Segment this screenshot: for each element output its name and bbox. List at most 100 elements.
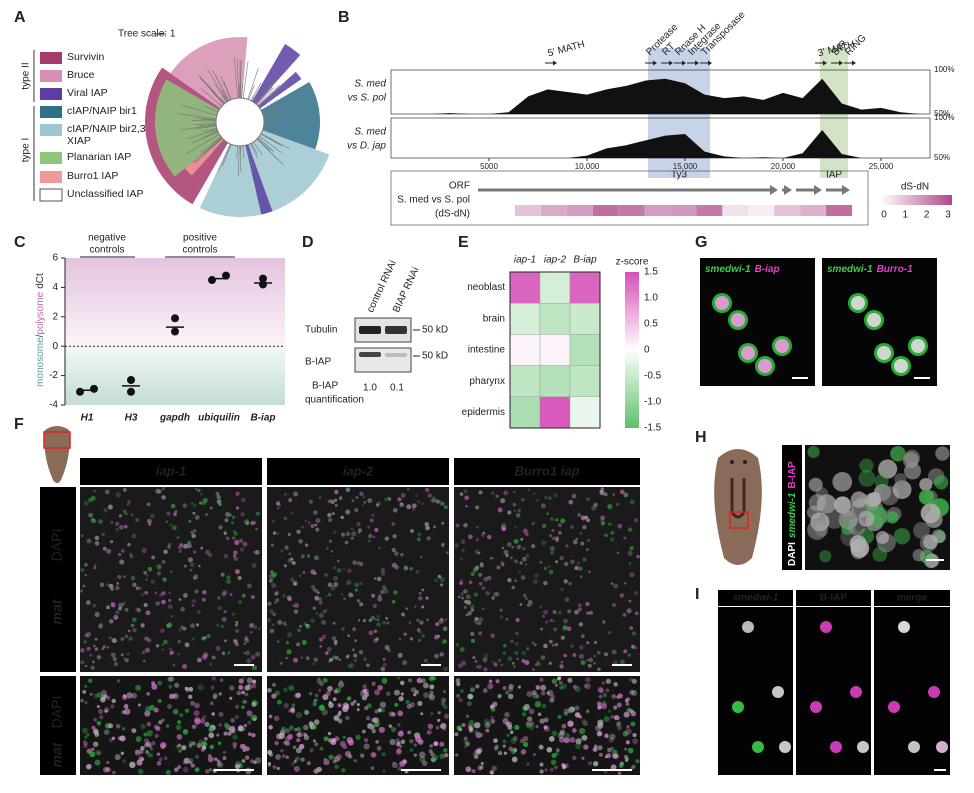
cell: [560, 660, 564, 664]
cell: [395, 742, 401, 747]
cell: [287, 533, 291, 536]
cell: [563, 618, 568, 624]
cell: [194, 487, 198, 491]
cell: [437, 634, 441, 638]
lane-label: BIAP RNAi: [391, 266, 422, 315]
cell: [442, 690, 447, 694]
cell: [149, 747, 154, 751]
cell: [439, 652, 444, 657]
cell: [742, 621, 754, 633]
panel-letter: D: [302, 234, 314, 251]
cell: [293, 582, 297, 586]
cell: [551, 753, 557, 759]
cell: [251, 702, 257, 707]
tree-branch: [217, 142, 228, 159]
cell: [825, 510, 844, 529]
cell: [275, 598, 280, 603]
cell: [86, 600, 91, 605]
cell: [388, 724, 392, 728]
cell: [216, 733, 220, 737]
cell: [158, 757, 163, 762]
cell: [140, 623, 145, 627]
cell: [258, 627, 261, 631]
cell: [254, 550, 260, 555]
ds-dn-cell: [515, 205, 541, 216]
cell: [96, 704, 100, 709]
cell: [351, 531, 357, 537]
stain-label: B-iap: [755, 264, 780, 275]
cell: [630, 710, 637, 717]
tree-branch: [204, 100, 220, 110]
cell: [558, 531, 562, 535]
cell: [232, 734, 238, 740]
cell: [220, 572, 225, 577]
cell: [417, 500, 421, 504]
cell: [455, 753, 459, 757]
cell: [178, 628, 182, 632]
cell: [105, 767, 111, 772]
cell: [511, 756, 518, 763]
cell: [280, 749, 284, 753]
cell: [136, 608, 142, 613]
tree-branch: [200, 87, 222, 107]
cell: [537, 712, 542, 717]
cell: [491, 596, 495, 600]
cell: [476, 525, 479, 529]
y-label-part: /: [35, 334, 46, 337]
cell: [314, 742, 319, 747]
cell: [184, 642, 190, 648]
cell: [596, 730, 603, 737]
cell: [858, 510, 875, 527]
legend-swatch: [40, 171, 62, 183]
cell: [234, 569, 240, 575]
column-label: iap-2: [544, 255, 567, 266]
cell: [188, 744, 193, 748]
cell: [850, 491, 868, 508]
cell: [608, 522, 612, 526]
cell: [417, 700, 423, 707]
cell: [122, 509, 127, 514]
cell: [197, 739, 204, 746]
cell: [126, 652, 130, 656]
row-label: neoblast: [467, 282, 505, 293]
cell: [554, 643, 558, 647]
cell: [539, 677, 544, 682]
cell: [108, 583, 114, 589]
cell: [124, 634, 129, 638]
cell: [197, 488, 201, 493]
cell: [541, 523, 547, 529]
cell: [190, 623, 195, 629]
cell: [156, 564, 162, 570]
cell: [295, 712, 303, 719]
cell: [544, 495, 548, 500]
cell: [539, 560, 543, 564]
category-label: H3: [125, 413, 138, 424]
cell: [399, 744, 403, 748]
colorbar-tick-label: 0.5: [644, 319, 658, 330]
cell: [123, 708, 131, 715]
cell: [415, 735, 422, 743]
cell: [181, 745, 187, 751]
tree-branch: [223, 81, 232, 100]
cell: [399, 680, 405, 686]
feature-label: 5' MATH: [547, 39, 586, 59]
cell: [375, 503, 380, 507]
cell: [386, 621, 390, 625]
cell: [96, 655, 102, 660]
cell: [483, 576, 489, 582]
tree-branch: [198, 75, 225, 105]
cell: [362, 684, 367, 689]
cell: [339, 680, 343, 684]
cell: [579, 645, 584, 650]
cell-core: [894, 359, 908, 373]
cell: [920, 503, 941, 524]
cell: [167, 545, 171, 549]
cell: [438, 500, 444, 506]
cell: [209, 506, 213, 510]
cell: [338, 710, 342, 714]
cell: [333, 582, 339, 587]
cell: [440, 501, 445, 506]
stain-part: B-IAP: [787, 461, 798, 489]
cell: [201, 500, 206, 506]
colorbar-tick-label: 1.5: [644, 267, 658, 278]
